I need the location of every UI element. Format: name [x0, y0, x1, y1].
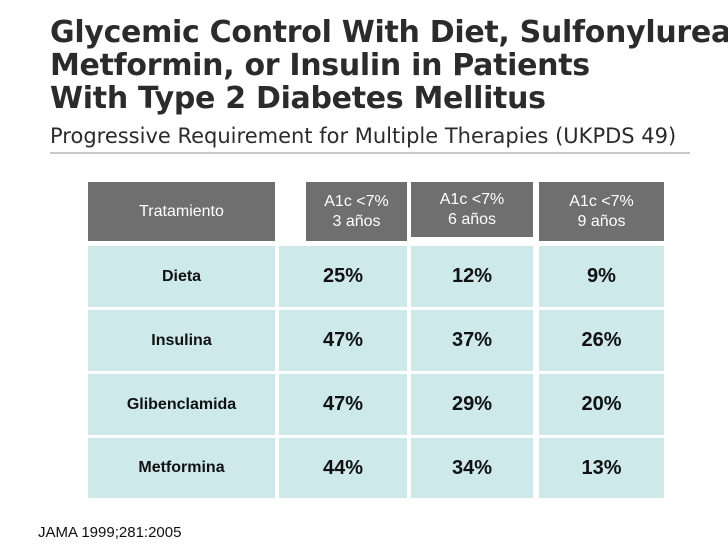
header-col-6-years-line1: A1c <7%	[439, 190, 505, 208]
cell-metformina-3-years: 44%	[278, 437, 408, 499]
cell-insulina-3-years: 47%	[278, 309, 408, 372]
title-divider	[50, 152, 690, 154]
header-col-6-years: A1c <7% 6 años	[410, 181, 534, 238]
slide-title: Glycemic Control With Diet, Sulfonylurea…	[50, 15, 728, 116]
header-col-3-years-line2: 3 años	[332, 212, 381, 230]
title-line-1: Glycemic Control With Diet, Sulfonylurea…	[50, 15, 728, 50]
cell-dieta-9-years: 9%	[538, 245, 665, 308]
cell-insulina-6-years: 37%	[410, 309, 534, 372]
cell-glibenclamida-3-years: 47%	[278, 373, 408, 436]
header-col-9-years-line1: A1c <7%	[569, 192, 634, 210]
cell-metformina-9-years: 13%	[538, 437, 665, 499]
title-line-3: With Type 2 Diabetes Mellitus	[50, 81, 546, 116]
cell-insulina-9-years: 26%	[538, 309, 665, 372]
cell-dieta-3-years: 25%	[278, 245, 408, 308]
header-col-6-years-line2: 6 años	[447, 210, 497, 228]
header-col-9-years: A1c <7% 9 años	[538, 181, 665, 242]
row-label-metformina: Metformina	[87, 437, 276, 499]
slide-subtitle: Progressive Requirement for Multiple The…	[50, 124, 677, 148]
row-label-glibenclamida: Glibenclamida	[87, 373, 276, 436]
source-citation: JAMA 1999;281:2005	[38, 524, 182, 541]
header-col-3-years-line1: A1c <7%	[324, 192, 389, 210]
row-label-insulina: Insulina	[87, 309, 276, 372]
cell-dieta-6-years: 12%	[410, 245, 534, 308]
header-treatment: Tratamiento	[87, 181, 276, 242]
cell-glibenclamida-9-years: 20%	[538, 373, 665, 436]
header-col-3-years: A1c <7% 3 años	[305, 181, 408, 242]
header-col-9-years-line2: 9 años	[577, 212, 626, 230]
cell-glibenclamida-6-years: 29%	[410, 373, 534, 436]
title-line-2: Metformin, or Insulin in Patients	[50, 48, 590, 83]
cell-metformina-6-years: 34%	[410, 437, 534, 499]
row-label-dieta: Dieta	[87, 245, 276, 308]
